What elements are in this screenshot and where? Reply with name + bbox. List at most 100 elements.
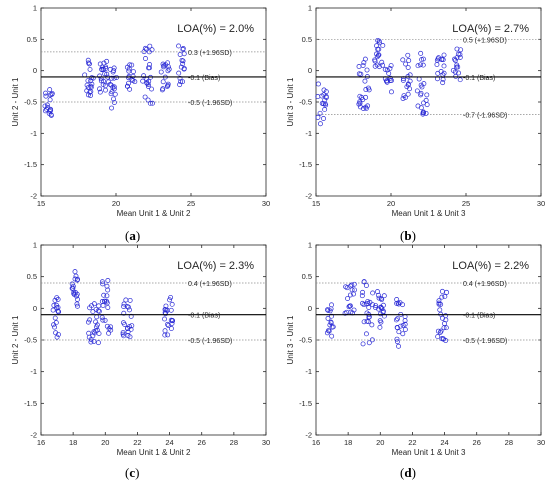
data-point: [397, 300, 403, 306]
data-point: [180, 58, 186, 64]
data-point: [45, 104, 51, 110]
data-point: [146, 84, 151, 89]
data-point: [43, 93, 49, 99]
x-tick-label: 15: [37, 199, 45, 208]
data-point: [386, 70, 392, 76]
x-tick-label: 30: [262, 438, 270, 447]
data-point: [162, 328, 168, 334]
x-tick-label: 20: [376, 438, 384, 447]
plot-area: [315, 7, 542, 197]
data-point: [357, 104, 363, 110]
data-point: [87, 66, 93, 72]
data-point: [370, 290, 376, 296]
y-tick-label: 1: [308, 4, 312, 13]
x-tick-label: 25: [462, 199, 470, 208]
data-point: [440, 315, 445, 321]
data-point: [360, 289, 366, 295]
data-point: [423, 110, 429, 116]
data-point: [85, 92, 91, 98]
data-point: [443, 325, 449, 331]
data-point: [454, 64, 459, 70]
data-point: [435, 70, 441, 76]
panel-letter-d: d: [404, 465, 412, 480]
data-point: [435, 334, 441, 340]
data-point: [126, 66, 132, 72]
data-point: [141, 49, 147, 55]
data-point: [75, 296, 80, 302]
data-point: [323, 102, 329, 108]
data-point: [111, 75, 117, 81]
data-point: [405, 91, 411, 97]
data-point: [97, 73, 103, 79]
data-point: [142, 45, 148, 51]
x-axis-label: Mean Unit 1 & Unit 2: [117, 448, 191, 457]
data-point: [450, 67, 456, 73]
data-point: [360, 63, 366, 68]
data-point: [121, 304, 127, 309]
data-point: [321, 116, 326, 121]
data-point: [384, 79, 390, 85]
panel-d: 16 18 20 22 24 26 28 30 -2 -1.5 -1 -0.5 0 0.5 1 Mean Un…: [286, 241, 545, 458]
data-point: [72, 276, 78, 282]
data-point: [440, 80, 446, 86]
data-point: [94, 322, 100, 328]
x-tick-label: 20: [112, 199, 120, 208]
data-point: [322, 106, 328, 112]
data-point: [161, 63, 167, 69]
data-point: [88, 339, 94, 345]
data-point: [349, 287, 355, 293]
data-point: [436, 301, 442, 307]
data-point: [43, 90, 49, 96]
data-point: [415, 103, 421, 109]
y-tick-label: -1.5: [299, 399, 312, 408]
data-point: [362, 78, 368, 84]
y-tick-label: -1: [305, 367, 312, 376]
x-tick-label: 30: [537, 438, 545, 447]
data-point: [106, 79, 111, 85]
data-point: [400, 96, 406, 101]
data-point: [85, 85, 91, 90]
data-point: [441, 70, 447, 76]
data-point: [87, 89, 93, 95]
data-point: [143, 56, 148, 61]
data-point: [42, 108, 48, 114]
data-point: [345, 296, 351, 301]
data-point: [181, 51, 187, 57]
y-tick-label: 1: [308, 241, 312, 250]
data-point: [147, 43, 153, 49]
data-point: [438, 301, 444, 307]
data-point: [52, 324, 57, 330]
data-point: [44, 102, 50, 108]
panel-c: 16 18 20 22 24 26 28 30 -2 -1.5 -1 -0.5 0 0.5 1 Mean Un…: [11, 241, 270, 458]
data-point: [107, 66, 113, 72]
data-point: [106, 326, 112, 332]
data-point: [423, 97, 429, 103]
data-point: [387, 66, 393, 71]
data-point: [51, 302, 57, 308]
data-point: [387, 75, 393, 81]
data-point: [347, 303, 353, 309]
data-point: [379, 59, 385, 65]
x-tick-label: 28: [230, 438, 238, 447]
data-point: [86, 330, 92, 336]
bias-label: -0.1 (Bias): [188, 313, 220, 320]
y-tick-label: -1.5: [299, 160, 312, 169]
data-point: [421, 81, 427, 87]
data-point: [100, 281, 106, 287]
data-point: [169, 301, 175, 307]
data-point: [100, 82, 106, 87]
x-tick-label: 26: [198, 438, 206, 447]
panel-a: 15 20 25 30 -2 -1.5 -1 -0.5 0 0.5 1 Mean Unit 1 & U…: [11, 4, 270, 219]
data-point: [424, 92, 430, 98]
data-point: [342, 310, 348, 316]
data-point: [395, 316, 400, 322]
data-point: [132, 79, 138, 85]
data-point: [366, 340, 372, 346]
data-point: [114, 75, 119, 80]
data-point: [178, 64, 184, 70]
data-point: [457, 77, 463, 83]
x-tick-label: 20: [101, 438, 109, 447]
data-point: [85, 60, 91, 66]
x-tick-label: 15: [312, 199, 320, 208]
